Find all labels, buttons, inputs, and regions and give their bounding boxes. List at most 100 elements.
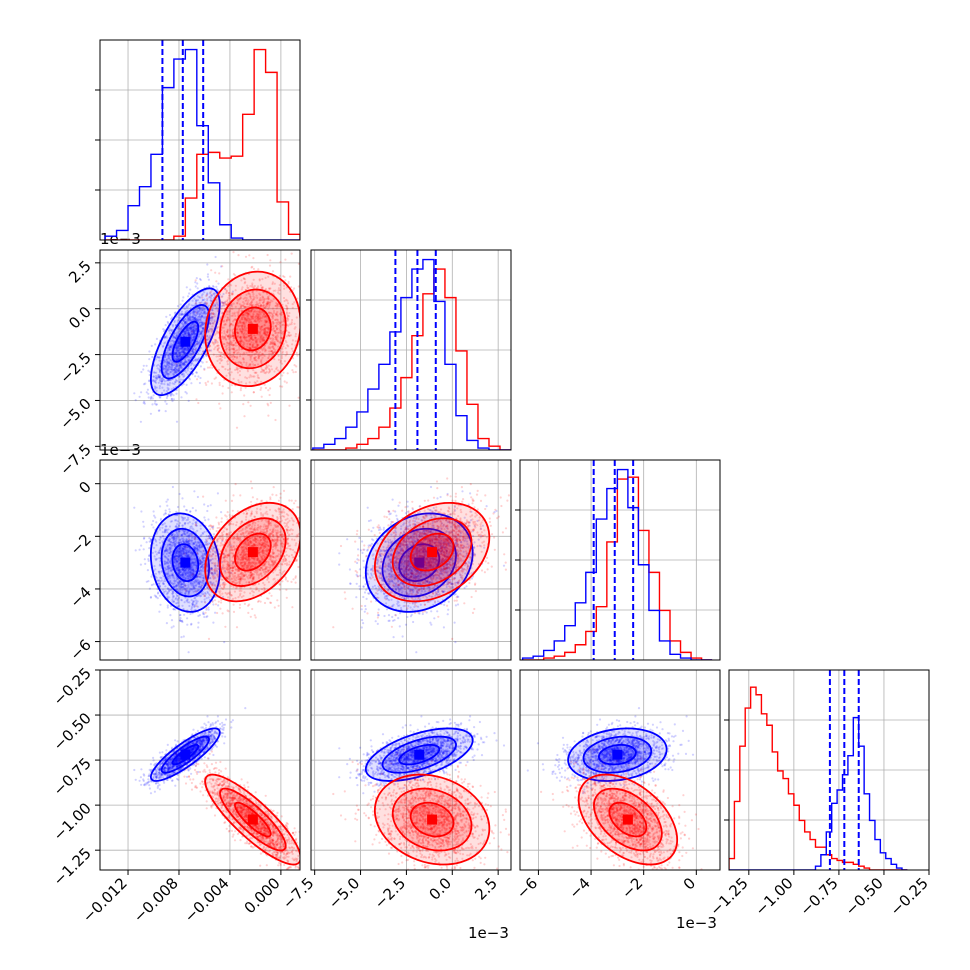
scatter-point-blue	[184, 321, 187, 325]
scatter-point-blue	[192, 328, 195, 331]
scatter-point-blue	[173, 368, 176, 372]
scatter-point-red	[232, 302, 235, 305]
scatter-point-blue	[197, 352, 200, 355]
scatter-point-blue	[191, 339, 194, 342]
scatter-point-red	[233, 339, 236, 342]
scatter-point-blue	[185, 330, 188, 333]
scatter-point-blue	[190, 341, 193, 344]
scatter-point-blue	[181, 313, 184, 316]
scatter-point-red	[275, 307, 278, 310]
scatter-point-blue	[165, 315, 168, 318]
scatter-point-red	[265, 333, 268, 336]
scatter-point-blue	[189, 325, 193, 328]
scatter-point-blue	[200, 332, 203, 335]
scatter-point-blue	[191, 312, 194, 315]
scatter-point-red	[249, 321, 252, 324]
scatter-point-blue	[182, 354, 185, 357]
scatter-point-blue	[165, 370, 168, 373]
scatter-point-blue	[177, 325, 181, 328]
scatter-point-blue	[209, 312, 212, 315]
scatter-point-red	[265, 302, 268, 305]
scatter-point-red	[268, 287, 271, 290]
scatter-point-blue	[190, 326, 193, 330]
scatter-point-blue	[191, 332, 194, 335]
scatter-point-blue	[210, 327, 213, 330]
scatter-point-blue	[152, 526, 155, 529]
scatter-point-blue	[150, 523, 153, 526]
scatter-point-red	[232, 251, 235, 254]
scatter-point-red	[222, 304, 225, 307]
scatter-point-red	[262, 291, 265, 294]
scatter-point-red	[226, 341, 229, 344]
scatter-point-red	[301, 349, 303, 351]
scatter-point-blue	[180, 364, 183, 367]
scatter-point-red	[288, 404, 291, 407]
scatter-point-blue	[198, 313, 201, 316]
scatter-point-blue	[201, 334, 204, 337]
scatter-point-blue	[210, 294, 213, 297]
scatter-point-blue	[168, 348, 171, 351]
scatter-point-red	[304, 326, 306, 328]
scatter-point-blue	[192, 325, 195, 329]
scatter-point-blue	[195, 327, 198, 330]
scatter-point-blue	[192, 329, 195, 332]
scatter-point-blue	[197, 626, 200, 629]
scatter-point-blue	[186, 361, 189, 364]
scatter-point-blue	[192, 327, 195, 330]
scatter-point-blue	[196, 495, 199, 499]
scatter-point-blue	[152, 583, 155, 586]
scatter-point-blue	[178, 354, 181, 358]
scatter-point-blue	[181, 322, 184, 325]
scatter-point-blue	[201, 321, 204, 324]
scatter-point-blue	[194, 317, 197, 320]
scatter-point-blue	[168, 362, 171, 365]
scatter-point-blue	[174, 380, 177, 383]
scatter-point-blue	[190, 367, 193, 371]
scatter-point-blue	[195, 371, 198, 374]
scatter-point-blue	[195, 318, 198, 321]
scatter-point-red	[325, 323, 327, 325]
scatter-point-blue	[169, 359, 172, 362]
scatter-point-blue	[157, 363, 160, 366]
scatter-point-blue	[151, 355, 154, 359]
scatter-point-red	[272, 338, 275, 341]
scatter-point-blue	[181, 347, 184, 351]
histogram-panel-1	[306, 249, 512, 451]
scatter-point-blue	[168, 328, 171, 331]
scatter-point-blue	[164, 341, 167, 344]
scatter-point-red	[262, 313, 266, 316]
scatter-point-red	[254, 364, 257, 367]
scatter-point-blue	[167, 387, 170, 390]
scatter-point-blue	[179, 378, 182, 381]
scatter-point-red	[259, 305, 262, 308]
scatter-point-red	[205, 294, 208, 298]
histogram-blue-2	[521, 468, 713, 660]
scatter-point-blue	[178, 342, 181, 345]
scatter-point-blue	[194, 509, 197, 512]
scatter-point-blue	[166, 367, 169, 370]
scatter-point-red	[215, 298, 218, 302]
scatter-point-blue	[180, 321, 183, 324]
scatter-point-red	[195, 343, 198, 346]
scatter-point-blue	[154, 400, 157, 403]
scatter-point-blue	[179, 347, 182, 350]
scatter-point-blue	[190, 326, 193, 329]
scatter-point-red	[234, 341, 237, 344]
scatter-point-red	[248, 254, 251, 257]
scatter-point-blue	[198, 321, 201, 324]
scatter-point-blue	[179, 355, 182, 358]
scatter-point-blue	[164, 354, 167, 357]
scatter-point-blue	[169, 329, 173, 332]
scatter-point-blue	[134, 549, 137, 552]
scatter-point-blue	[201, 299, 205, 302]
scatter-point-blue	[181, 333, 185, 337]
scatter-point-blue	[187, 332, 190, 335]
scatter-point-blue	[222, 302, 225, 305]
scatter-point-blue	[178, 343, 181, 347]
scatter-point-blue	[214, 303, 217, 306]
scatter-panel-1-0	[99, 249, 327, 451]
scatter-point-red	[228, 318, 231, 321]
scatter-point-blue	[212, 621, 215, 624]
scatter-point-blue	[169, 394, 172, 397]
scatter-point-blue	[179, 617, 182, 620]
